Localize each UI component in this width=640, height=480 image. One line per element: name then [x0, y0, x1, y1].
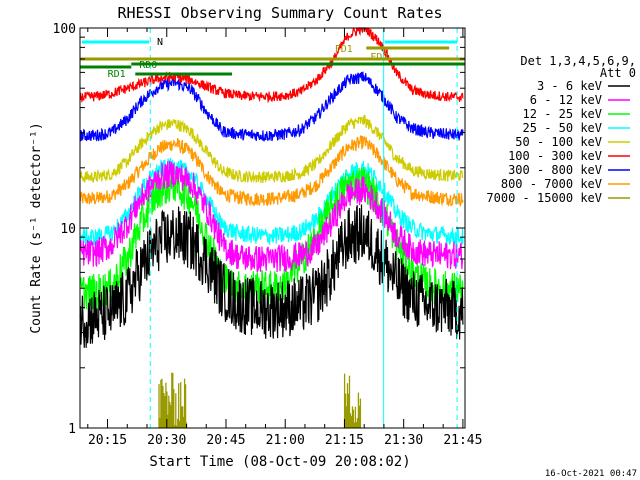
- x-tick-label: 21:00: [266, 433, 305, 448]
- y-tick-label: 1: [68, 422, 76, 437]
- series-line-25-50-kev: [79, 157, 464, 246]
- flare-label-fd2: FD2: [370, 52, 388, 63]
- y-axis-label: Count Rate (s⁻¹ detector⁻¹): [29, 122, 44, 333]
- series-line-100-300-kev: [79, 26, 464, 104]
- night-label: N: [157, 37, 163, 48]
- x-tick-label: 20:45: [206, 433, 245, 448]
- series-burst-high-energy: [343, 373, 362, 428]
- legend-entry-label: 100 - 300 keV: [508, 149, 602, 163]
- legend-subtitle: Att 0: [600, 66, 636, 80]
- series-line-12-25-kev: [79, 166, 464, 310]
- legend-entry-label: 300 - 800 keV: [508, 163, 602, 177]
- series-line-3-6-kev: [79, 204, 464, 348]
- x-tick-label: 21:45: [443, 433, 482, 448]
- series-line-300-800-kev: [79, 71, 464, 143]
- legend-entry-label: 25 - 50 keV: [523, 121, 602, 135]
- series-line-6-12-kev: [79, 160, 464, 273]
- decimation-label-rd1: RD1: [108, 69, 126, 80]
- x-tick-label: 20:15: [88, 433, 127, 448]
- y-tick-label: 10: [60, 222, 76, 237]
- series-burst-high-energy: [158, 372, 188, 428]
- x-axis-label: Start Time (08-Oct-09 20:08:02): [149, 454, 410, 470]
- decimation-label-rd0: RD0: [139, 60, 157, 71]
- chart-title: RHESSI Observing Summary Count Rates: [117, 4, 442, 22]
- series-line-50-100-kev: [79, 114, 464, 184]
- legend-entry-label: 50 - 100 keV: [515, 135, 602, 149]
- legend-entry-label: 6 - 12 keV: [530, 93, 602, 107]
- legend-entry-label: 800 - 7000 keV: [501, 177, 602, 191]
- flare-label-fd1: FD1: [335, 44, 353, 55]
- legend-entry-label: 12 - 25 keV: [523, 107, 602, 121]
- x-tick-label: 21:15: [325, 433, 364, 448]
- y-tick-label: 100: [53, 22, 76, 37]
- x-tick-label: 21:30: [384, 433, 423, 448]
- legend-title: Det 1,3,4,5,6,9,: [520, 54, 636, 68]
- series-line-800-7000-kev: [79, 135, 464, 207]
- legend-entry-label: 7000 - 15000 keV: [486, 191, 602, 205]
- legend-entry-label: 3 - 6 keV: [537, 79, 602, 93]
- footer-timestamp: 16-Oct-2021 00:47: [545, 469, 637, 479]
- x-tick-label: 20:30: [147, 433, 186, 448]
